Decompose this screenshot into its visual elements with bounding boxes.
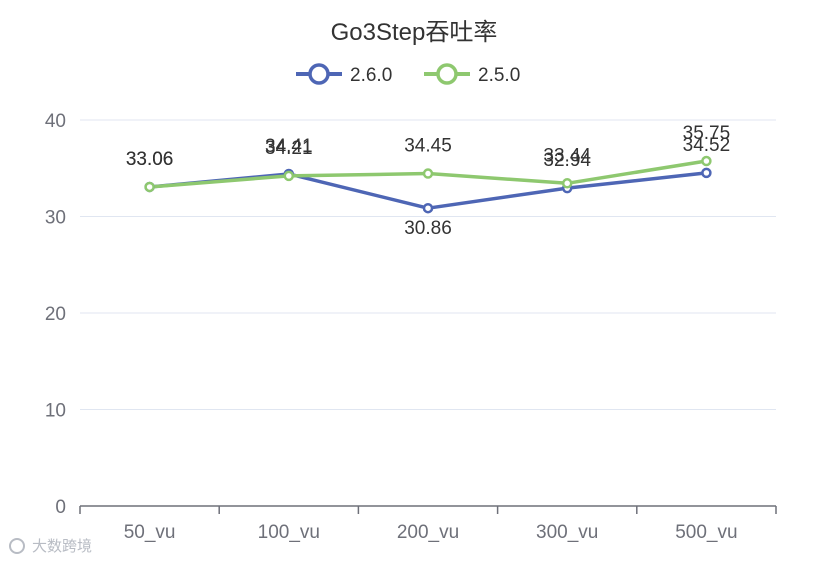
legend-item[interactable]: 2.5.0 [424,63,520,86]
legend-marker [436,63,458,85]
legend-marker [308,63,330,85]
data-label: 33.06 [126,149,174,170]
legend-label: 2.5.0 [478,65,520,86]
y-tick-label: 10 [45,401,66,422]
x-tick-label: 100_vu [258,522,320,543]
data-point[interactable] [561,178,573,189]
data-point[interactable] [283,170,295,182]
chart-title: Go3Step吞吐率 [331,19,498,46]
series-group [144,155,712,214]
data-label: 30.86 [404,218,452,239]
data-point[interactable] [701,167,712,179]
watermark: 大数跨境 [9,537,92,555]
data-label: 32.94 [543,150,591,171]
y-tick-label: 0 [55,497,66,518]
data-label: 33.44 [543,145,591,166]
x-tick-label: 500_vu [675,522,737,543]
data-point[interactable] [144,181,155,193]
watermark-icon [9,538,25,554]
axes: 0 10 20 30 40 50_vu 100_vu 200_vu 300_vu 500_vu [45,111,777,543]
x-tick-label: 200_vu [397,522,459,543]
data-label: 34.41 [265,136,313,157]
data-label: 33.06 [126,149,174,170]
data-label: 35.75 [683,123,731,144]
data-label: 34.21 [265,138,313,159]
x-tick-label: 50_vu [124,522,176,543]
legend-label: 2.6.0 [350,65,392,86]
legend-item[interactable]: 2.6.0 [296,63,392,86]
data-point[interactable] [701,155,712,167]
grid [80,119,776,410]
y-tick-label: 40 [45,111,66,132]
data-label: 34.52 [683,135,731,156]
data-point[interactable] [422,202,434,214]
data-point[interactable] [422,168,434,179]
y-tick-label: 20 [45,304,66,325]
x-tick-label: 300_vu [536,522,598,543]
data-label: 34.45 [404,136,452,157]
watermark-text: 大数跨境 [32,537,92,555]
y-tick-label: 30 [45,208,66,229]
legend[interactable]: 2.6.0 2.5.0 [296,63,520,86]
